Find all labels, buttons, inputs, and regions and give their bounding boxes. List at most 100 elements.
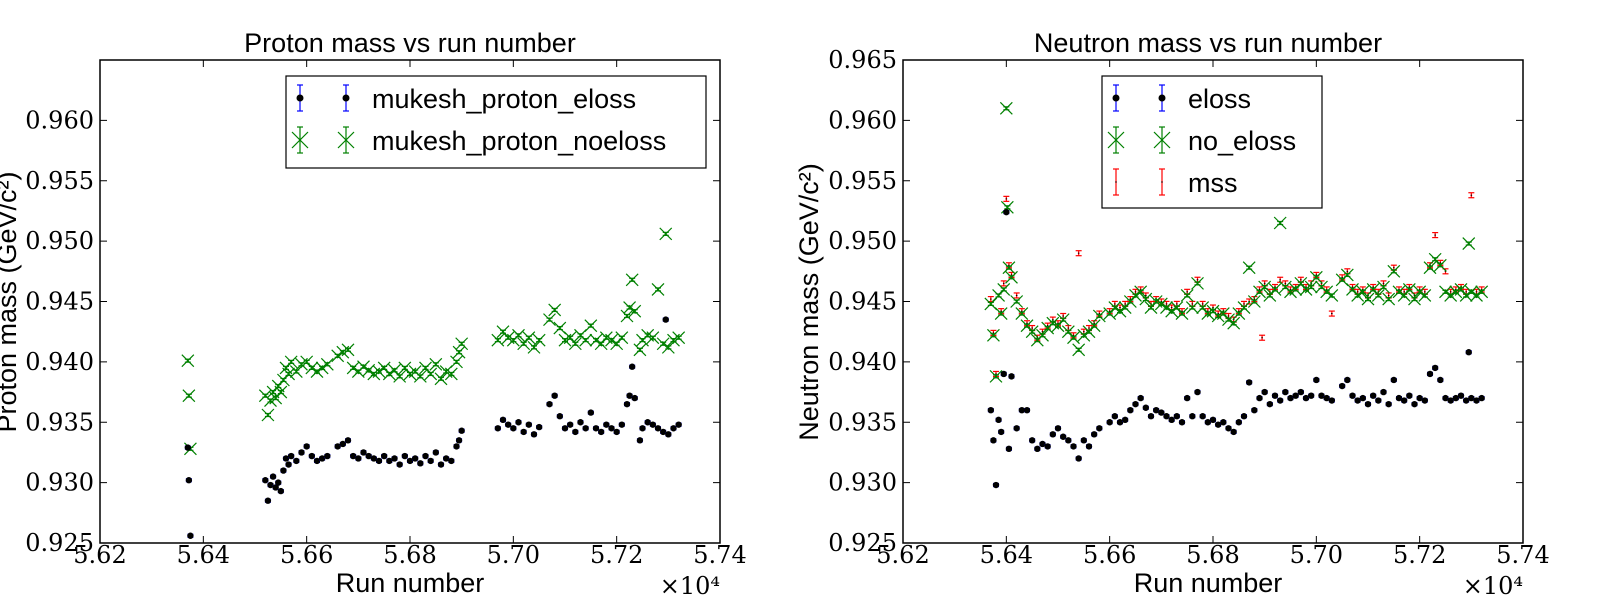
data-point — [346, 361, 360, 375]
data-point — [1015, 307, 1029, 320]
data-point — [1375, 397, 1382, 404]
legend-box — [1101, 75, 1323, 209]
data-point — [1356, 285, 1370, 299]
data-point — [527, 340, 541, 354]
data-point — [275, 479, 282, 486]
data-point — [1168, 416, 1175, 424]
data-point — [561, 425, 569, 432]
y-tick-label: 0.940 — [828, 348, 897, 376]
data-marks — [181, 227, 686, 539]
data-point — [1008, 373, 1015, 380]
y-tick-label: 0.945 — [25, 288, 94, 316]
x-tick-label: 5.64 — [980, 541, 1033, 569]
data-point — [1194, 388, 1201, 396]
data-point — [628, 304, 642, 318]
data-point — [417, 460, 424, 467]
data-point — [429, 357, 443, 371]
data-point — [1005, 270, 1018, 284]
data-point — [1344, 376, 1351, 384]
data-point — [510, 425, 517, 432]
chart-title: Proton mass vs run number — [244, 28, 576, 58]
data-point — [644, 419, 651, 426]
y-tick-label: 0.950 — [828, 227, 897, 255]
data-point — [670, 425, 677, 432]
data-point — [1137, 394, 1144, 402]
data-point — [1423, 261, 1437, 275]
data-point — [1385, 400, 1392, 408]
series-no_eloss — [984, 101, 1489, 383]
data-point — [448, 457, 455, 465]
data-point — [548, 303, 562, 317]
data-point — [1075, 455, 1082, 462]
data-point — [1220, 419, 1227, 426]
data-point — [1180, 289, 1194, 302]
data-point — [1442, 394, 1449, 402]
data-point — [1273, 216, 1287, 230]
data-point — [1152, 406, 1160, 414]
data-point — [1214, 421, 1222, 428]
data-point — [1397, 289, 1411, 302]
data-point — [184, 444, 192, 451]
data-marks — [984, 101, 1489, 489]
legend-label: mukesh_proton_noeloss — [372, 126, 666, 156]
data-point — [308, 452, 316, 460]
data-point — [646, 331, 660, 345]
data-point — [662, 316, 669, 323]
data-point — [501, 331, 515, 345]
data-point — [535, 423, 543, 431]
y-tick-label: 0.950 — [25, 227, 94, 255]
data-point — [1075, 250, 1082, 257]
data-point — [1421, 397, 1429, 404]
data-point — [1442, 268, 1449, 275]
data-point — [1067, 331, 1080, 345]
data-point — [1387, 264, 1401, 278]
data-point — [269, 473, 277, 480]
data-point — [1127, 406, 1134, 414]
data-point — [525, 421, 533, 428]
x-tick-label: 5.62 — [73, 541, 126, 569]
data-point — [633, 343, 647, 357]
data-point — [618, 421, 626, 428]
data-point — [568, 337, 582, 351]
x-multiplier: ×10⁴ — [660, 572, 720, 600]
data-point — [1191, 276, 1204, 290]
data-point — [182, 389, 196, 403]
data-point — [324, 452, 331, 460]
data-point — [543, 313, 556, 327]
data-point — [1092, 309, 1106, 323]
data-point — [1121, 416, 1129, 424]
data-point — [424, 367, 438, 381]
data-point — [532, 333, 546, 347]
data-point — [432, 449, 440, 456]
x-tick-label: 5.66 — [280, 541, 333, 569]
data-point — [187, 532, 194, 539]
data-point — [625, 273, 639, 287]
x-multiplier: ×10⁴ — [1463, 572, 1523, 600]
data-point — [615, 331, 629, 345]
x-tick-label: 5.62 — [876, 541, 929, 569]
legend-label: mukesh_proton_eloss — [372, 84, 636, 114]
data-point — [1247, 295, 1261, 308]
data-point — [520, 428, 527, 436]
data-point — [1049, 431, 1057, 438]
y-tick-label: 0.925 — [828, 529, 897, 557]
data-point — [659, 428, 667, 436]
data-point — [1268, 283, 1282, 296]
data-point — [990, 437, 997, 444]
x-tick-label: 5.68 — [1186, 541, 1239, 569]
data-point — [639, 425, 646, 432]
data-point — [1371, 289, 1385, 302]
y-tick-label: 0.955 — [25, 167, 94, 195]
data-point — [659, 227, 673, 241]
x-tick-label: 5.70 — [1290, 541, 1343, 569]
data-point — [284, 355, 298, 369]
data-point — [530, 431, 538, 438]
legend-entry: mss — [1113, 168, 1238, 198]
y-axis-label: Neutron mass (GeV/c²) — [794, 163, 824, 441]
data-point — [1106, 419, 1113, 426]
y-tick-label: 0.935 — [828, 408, 897, 436]
legend-box — [285, 75, 707, 169]
data-point — [654, 425, 662, 432]
